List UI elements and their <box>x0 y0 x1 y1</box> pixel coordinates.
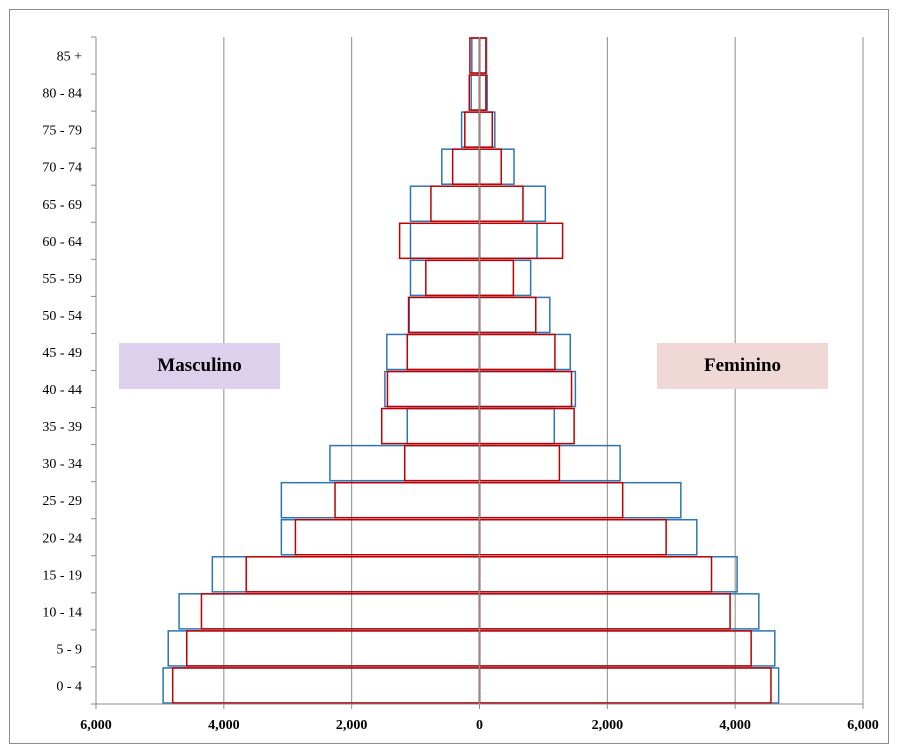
male-bar <box>398 222 481 260</box>
x-tick-label: 6,000 <box>847 718 879 733</box>
male-bar <box>409 222 481 260</box>
y-tick-label: 55 - 59 <box>42 272 82 287</box>
x-tick-label: 2,000 <box>592 718 624 733</box>
y-tick-label: 25 - 29 <box>42 494 82 509</box>
y-tick-label: 70 - 74 <box>42 161 82 176</box>
male-bar <box>425 259 481 297</box>
female-bar <box>478 481 624 519</box>
x-tick-label: 6,000 <box>80 718 112 733</box>
female-bar <box>478 148 515 185</box>
female-bar <box>478 222 538 260</box>
male-bar <box>464 111 481 148</box>
y-tick-label: 60 - 64 <box>42 235 82 250</box>
y-tick-label: 15 - 19 <box>42 568 82 583</box>
female-bar <box>478 185 547 223</box>
axis-layer <box>91 36 864 709</box>
female-bar <box>478 37 487 74</box>
female-bar <box>478 407 575 445</box>
female-bar <box>478 667 780 704</box>
female-bar <box>478 593 731 630</box>
male-bar <box>380 407 481 445</box>
male-bar <box>409 259 481 297</box>
y-tick-label: 10 - 14 <box>42 605 82 620</box>
y-tick-label: 50 - 54 <box>42 309 82 324</box>
female-bar <box>478 296 551 334</box>
male-bar <box>406 407 481 445</box>
y-tick-labels: 0 - 4 5 - 9 10 - 14 15 - 19 20 - 24 25 - 29 30… <box>42 50 82 695</box>
female-bar <box>478 111 494 148</box>
male-bar <box>406 333 481 371</box>
female-bar <box>478 556 713 593</box>
female-bar <box>478 296 537 334</box>
y-tick-label: 65 - 69 <box>42 198 82 213</box>
male-bar <box>409 185 481 223</box>
x-tick-label: 2,000 <box>336 718 368 733</box>
male-bar <box>245 556 481 593</box>
female-bar <box>478 185 524 223</box>
female-bar <box>478 333 556 371</box>
male-bar <box>470 74 481 111</box>
male-bar <box>280 518 481 556</box>
male-bar <box>167 630 481 667</box>
y-tick-label: 80 - 84 <box>42 87 82 102</box>
male-bar <box>408 296 481 334</box>
female-bar <box>478 444 621 482</box>
male-bar <box>186 630 481 667</box>
y-tick-label: 45 - 49 <box>42 346 82 361</box>
male-bar <box>403 444 481 482</box>
male-bar <box>211 556 481 593</box>
female-bar <box>478 630 776 667</box>
female-bar <box>478 518 667 556</box>
y-tick-label: 35 - 39 <box>42 420 82 435</box>
y-tick-label: 75 - 79 <box>42 124 82 139</box>
female-bar <box>478 370 573 408</box>
female-bar <box>478 667 772 704</box>
female-bar <box>478 333 572 371</box>
x-tick-label: 4,000 <box>719 718 751 733</box>
y-tick-label: 5 - 9 <box>56 642 82 657</box>
female-bar <box>478 407 556 445</box>
male-bar <box>280 481 481 519</box>
female-bar <box>478 259 515 297</box>
male-bar <box>386 370 481 408</box>
male-bar <box>162 667 481 704</box>
male-label: Masculino <box>119 343 280 389</box>
female-bar <box>478 148 502 185</box>
y-tick-label: 20 - 24 <box>42 531 82 546</box>
female-bar <box>478 259 532 297</box>
male-bar <box>200 593 481 630</box>
y-tick-label: 30 - 34 <box>42 457 82 472</box>
female-bar <box>478 481 682 519</box>
male-bar <box>441 148 481 185</box>
female-bar <box>478 518 698 556</box>
x-tick-label: 4,000 <box>208 718 240 733</box>
female-bar <box>478 222 564 260</box>
female-bar <box>478 593 760 630</box>
male-bar <box>471 37 481 74</box>
female-bar <box>478 630 752 667</box>
female-label: Feminino <box>657 343 828 389</box>
male-bar <box>451 148 481 185</box>
male-bar <box>171 667 481 704</box>
female-bar <box>478 74 487 111</box>
female-bar <box>478 444 561 482</box>
male-bar <box>386 333 481 371</box>
female-bar <box>478 370 577 408</box>
male-bar <box>334 481 481 519</box>
y-tick-label: 40 - 44 <box>42 383 82 398</box>
x-tick-label: 0 <box>476 718 483 733</box>
x-tick-labels: 6,000 4,000 2,000 0 2,000 4,000 6,000 <box>80 718 879 733</box>
y-tick-label: 0 - 4 <box>56 679 82 694</box>
male-bar <box>384 370 481 408</box>
male-bar <box>294 518 481 556</box>
female-bar <box>478 556 738 593</box>
male-bar <box>430 185 481 223</box>
y-tick-label: 85 + <box>57 50 83 65</box>
male-bar <box>407 296 481 334</box>
